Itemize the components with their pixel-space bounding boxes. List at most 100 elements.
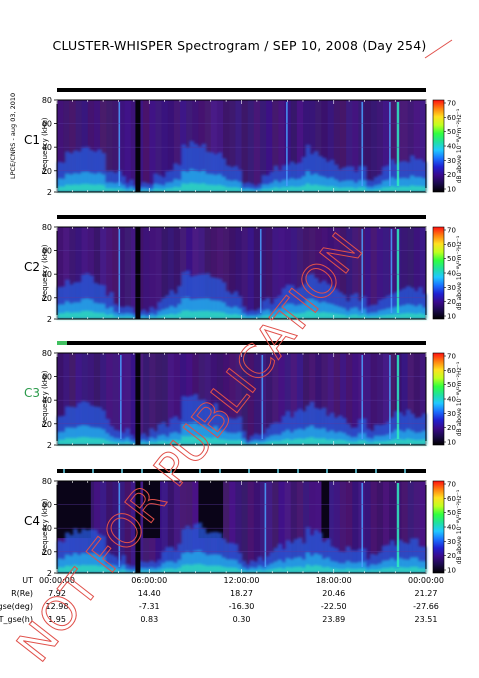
panel-label: C3: [24, 386, 40, 400]
emission-cell: [121, 184, 126, 192]
ephemeris-value: 0.30: [233, 615, 251, 624]
spectrogram-column: [333, 100, 341, 192]
emission-cell: [77, 555, 82, 573]
colorbar-tick-label: 20: [447, 171, 456, 179]
emission-cell: [317, 565, 323, 573]
emission-cell: [385, 308, 391, 319]
emission-cell: [197, 274, 203, 319]
emission-cell: [289, 186, 295, 192]
emission-cell: [397, 313, 403, 319]
emission-cell: [129, 434, 135, 445]
emission-cell: [101, 312, 106, 319]
colorbar-tick-label: 70: [447, 481, 456, 489]
emission-cell: [125, 190, 130, 192]
emission-cell: [377, 184, 383, 192]
colorbar-tick-label: 10: [447, 313, 456, 321]
emission-cell: [281, 439, 287, 445]
emission-cell: [61, 439, 66, 445]
emission-cell: [225, 165, 231, 192]
data-gap-block: [321, 481, 330, 539]
emission-cell: [329, 546, 335, 573]
spectrogram-column: [278, 353, 286, 445]
spectrogram-column: [229, 481, 236, 573]
emission-cell: [73, 428, 78, 445]
emission-cell: [421, 413, 427, 445]
emission-cell: [141, 309, 147, 319]
emission-cell: [97, 534, 102, 573]
emission-cell: [293, 566, 299, 573]
coverage-gap-marker: [63, 469, 65, 473]
emission-cell: [377, 441, 383, 445]
emission-cell: [277, 188, 283, 192]
emission-cell: [325, 439, 331, 445]
y-tick-label: 40: [42, 524, 52, 533]
emission-cell: [141, 567, 147, 573]
emission-cell: [209, 428, 215, 445]
spectrogram-column: [376, 353, 384, 445]
emission-cell: [109, 188, 114, 192]
emission-cell: [57, 416, 62, 445]
emission-cell: [101, 174, 106, 192]
emission-cell: [249, 317, 255, 319]
emission-cell: [65, 301, 70, 319]
emission-cell: [241, 313, 247, 319]
spectrogram-column: [376, 481, 384, 573]
emission-cell: [221, 413, 227, 445]
spectrogram-column: [266, 353, 273, 445]
emission-cell: [105, 418, 110, 445]
emission-cell: [309, 401, 315, 445]
spectrogram-column: [413, 481, 421, 573]
emission-cell: [401, 567, 407, 573]
y-tick-label: 2: [47, 315, 52, 324]
emission-cell: [81, 171, 86, 192]
emission-cell: [161, 421, 167, 445]
emission-cell: [277, 182, 283, 192]
emission-cell: [229, 167, 235, 192]
emission-cell: [301, 411, 307, 445]
spectrogram-column: [204, 227, 212, 319]
emission-cell: [365, 442, 371, 445]
emission-cell: [369, 564, 375, 573]
spectrogram-column: [223, 227, 230, 319]
spectrogram-column: [315, 481, 322, 573]
data-coverage-bar: [57, 341, 426, 345]
spectrogram-column: [167, 100, 175, 192]
emission-cell: [401, 178, 407, 192]
emission-cell: [253, 185, 259, 192]
emission-cell: [113, 183, 118, 192]
emission-line: [390, 229, 393, 313]
emission-cell: [273, 547, 279, 573]
emission-cell: [205, 565, 211, 573]
emission-cell: [237, 169, 243, 192]
spectrogram-column: [296, 227, 304, 319]
emission-cell: [129, 443, 135, 445]
emission-cell: [121, 442, 126, 445]
emission-cell: [253, 442, 259, 445]
emission-cell: [101, 184, 106, 192]
emission-cell: [229, 567, 235, 573]
emission-cell: [421, 178, 427, 192]
emission-cell: [381, 435, 387, 445]
emission-cell: [201, 170, 207, 192]
spectrogram-column: [216, 227, 224, 319]
emission-cell: [125, 437, 130, 445]
emission-cell: [157, 175, 163, 192]
emission-cell: [57, 186, 62, 192]
spectrogram-column: [278, 481, 286, 573]
emission-cell: [297, 428, 303, 445]
emission-cell: [129, 307, 135, 319]
emission-cell: [97, 284, 102, 319]
emission-cell: [141, 314, 147, 319]
emission-cell: [97, 555, 102, 573]
data-dropout: [135, 227, 141, 319]
emission-cell: [57, 432, 62, 445]
spectrogram-panel-c1: 80 60 40 20 2 Frequency (kHz)C1 70 60 50 40 30 20 10…: [24, 88, 463, 197]
emission-cell: [289, 161, 295, 192]
emission-cell: [261, 315, 267, 319]
spectrogram-column: [235, 100, 242, 192]
emission-cell: [341, 308, 347, 319]
emission-cell: [257, 188, 263, 192]
emission-cell: [101, 285, 106, 319]
emission-cell: [401, 288, 407, 319]
emission-cell: [389, 293, 395, 319]
